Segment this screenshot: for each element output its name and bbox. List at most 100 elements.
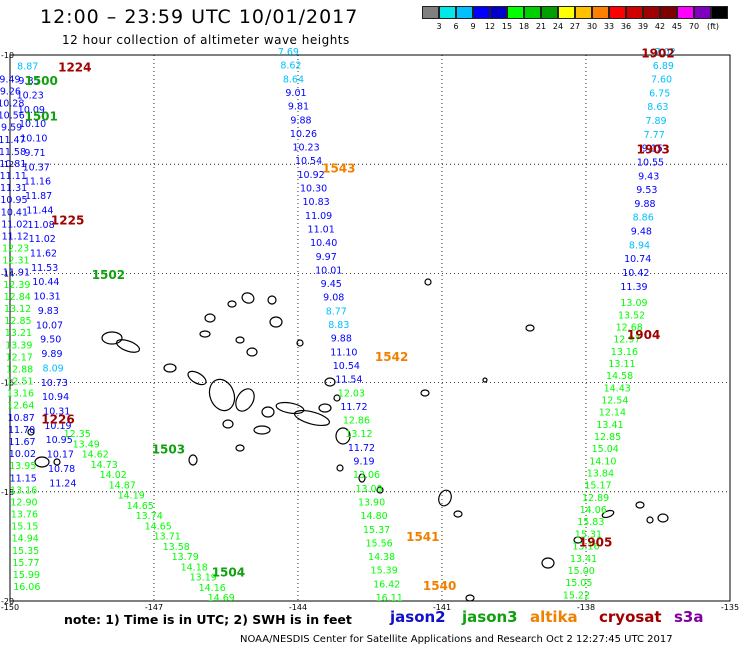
wave-height-value: 9.49 xyxy=(0,74,21,85)
wave-height-value: 13.09 xyxy=(355,484,382,495)
wave-height-value: 9.83 xyxy=(38,306,59,317)
wave-height-value: 12.64 xyxy=(7,401,34,412)
pass-time-label: 1902 xyxy=(641,47,674,61)
colorbar-swatch xyxy=(490,6,507,19)
island-outline xyxy=(188,454,198,466)
island-outline xyxy=(635,501,645,509)
y-tick-label: -16 xyxy=(1,379,14,388)
wave-height-value: 14.65 xyxy=(127,501,154,512)
wave-height-value: 13.06 xyxy=(353,470,380,481)
wave-height-value: 13.76 xyxy=(11,510,38,521)
wave-height-value: 11.02 xyxy=(1,219,28,230)
wave-height-value: 10.42 xyxy=(622,268,649,279)
wave-height-value: 12.31 xyxy=(2,256,29,267)
units-note: note: 1) Time is in UTC; 2) SWH is in fe… xyxy=(64,612,352,627)
colorbar-swatch xyxy=(473,6,490,19)
wave-height-value: 8.09 xyxy=(43,363,64,374)
island-outline xyxy=(199,330,211,338)
wave-height-value: 10.09 xyxy=(18,105,45,116)
colorbar-swatch xyxy=(711,6,728,19)
colorbar-swatch xyxy=(439,6,456,19)
colorbar-label: 18 xyxy=(518,22,530,31)
wave-height-value: 11.16 xyxy=(24,177,51,188)
wave-height-value: 13.21 xyxy=(5,328,32,339)
wave-height-value: 14.80 xyxy=(360,511,387,522)
wave-height-value: 10.31 xyxy=(33,292,60,303)
wave-height-value: 15.31 xyxy=(575,529,602,540)
colorbar-label: 30 xyxy=(586,22,598,31)
x-tick-label: -147 xyxy=(145,603,163,612)
wave-height-value: 11.62 xyxy=(30,248,57,259)
wave-height-value: 8.83 xyxy=(328,320,349,331)
island-outline xyxy=(115,339,141,353)
wave-height-value: 9.43 xyxy=(638,171,659,182)
x-tick-label: -144 xyxy=(289,603,307,612)
island-outline xyxy=(420,389,430,397)
wave-height-value: 14.38 xyxy=(368,552,395,563)
pass-time-label: 1543 xyxy=(322,161,355,175)
wave-height-value: 14.65 xyxy=(145,521,172,532)
wave-height-value: 7.89 xyxy=(645,116,666,127)
wave-height-value: 10.55 xyxy=(637,157,664,168)
colorbar-label: 33 xyxy=(603,22,615,31)
wave-height-value: 12.14 xyxy=(599,408,626,419)
colorbar-label: 27 xyxy=(569,22,581,31)
wave-height-value: 14.43 xyxy=(604,383,631,394)
wave-height-value: 8.87 xyxy=(17,62,38,73)
wave-height-value: 13.09 xyxy=(620,298,647,309)
pass-time-label: 1905 xyxy=(579,535,612,549)
wave-height-value: 12.54 xyxy=(601,396,628,407)
wave-height-value: 13.71 xyxy=(154,532,181,543)
wave-height-value: 15.04 xyxy=(592,444,619,455)
wave-height-value: 6.89 xyxy=(653,61,674,72)
legend-jason3: jason3 xyxy=(462,608,518,626)
wave-height-value: 13.12 xyxy=(345,429,372,440)
pass-time-label: 1225 xyxy=(51,213,84,227)
wave-height-value: 11.44 xyxy=(26,205,53,216)
colorbar-label: 6 xyxy=(453,22,459,31)
island-outline xyxy=(101,331,123,345)
wave-height-value: 10.41 xyxy=(1,207,28,218)
wave-height-value: 15.77 xyxy=(12,558,39,569)
wave-height-value: 15.22 xyxy=(563,590,590,601)
wave-height-value: 7.69 xyxy=(278,47,299,58)
island-outline xyxy=(204,313,216,323)
wave-height-value: 15.00 xyxy=(568,566,595,577)
map-frame: -150 -147 -144 -141 -138 -135 -10 -12 -14 -16 -18 -… xyxy=(1,51,739,612)
wave-height-value: 10.92 xyxy=(297,170,324,181)
wave-height-value: 9.45 xyxy=(321,279,342,290)
wave-height-value: 9.48 xyxy=(631,227,652,238)
wave-height-value: 8.64 xyxy=(283,74,304,85)
wave-height-value: 11.10 xyxy=(330,347,357,358)
island-outline xyxy=(253,425,271,435)
wave-height-value: 11.67 xyxy=(8,437,35,448)
wave-height-value: 11.02 xyxy=(29,234,56,245)
wave-height-value: 8.77 xyxy=(326,306,347,317)
island-outline xyxy=(424,278,432,286)
colorbar-swatch xyxy=(558,6,575,19)
colorbar-label: 15 xyxy=(501,22,513,31)
island-outline xyxy=(235,444,245,452)
wave-height-value: 15.56 xyxy=(366,538,393,549)
wave-height-value: 11.11 xyxy=(0,171,27,182)
pass-time-label: 1904 xyxy=(627,328,660,342)
legend-jason2: jason2 xyxy=(390,608,446,626)
wave-height-value: 10.28 xyxy=(0,98,24,109)
wave-height-value: 10.19 xyxy=(44,421,71,432)
wave-height-value: 10.23 xyxy=(292,143,319,154)
wave-height-value: 14.58 xyxy=(606,371,633,382)
pass-time-label: 1504 xyxy=(212,565,245,579)
wave-height-value: 10.10 xyxy=(19,119,46,130)
wave-height-value: 9.89 xyxy=(41,349,62,360)
wave-height-value: 12.68 xyxy=(616,323,643,334)
wave-height-value: 15.37 xyxy=(363,525,390,536)
wave-height-value: 13.16 xyxy=(7,389,34,400)
wave-height-value: 10.17 xyxy=(47,450,74,461)
wave-height-value: 6.75 xyxy=(649,88,670,99)
wave-height-value: 9.88 xyxy=(331,334,352,345)
wave-height-value: 11.39 xyxy=(620,282,647,293)
colorbar-swatch xyxy=(541,6,558,19)
wave-height-value: 11.72 xyxy=(340,402,367,413)
wave-height-value: 12.88 xyxy=(6,364,33,375)
